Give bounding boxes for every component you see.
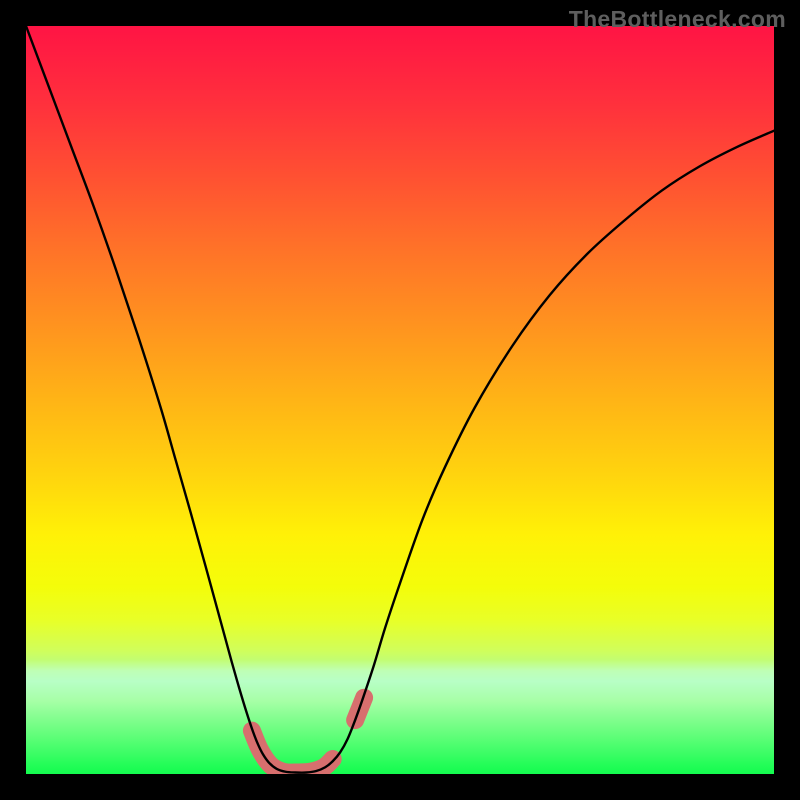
chart-background bbox=[26, 26, 774, 774]
chart-plot-area bbox=[26, 26, 774, 774]
watermark: TheBottleneck.com bbox=[569, 6, 786, 33]
chart-svg bbox=[26, 26, 774, 774]
